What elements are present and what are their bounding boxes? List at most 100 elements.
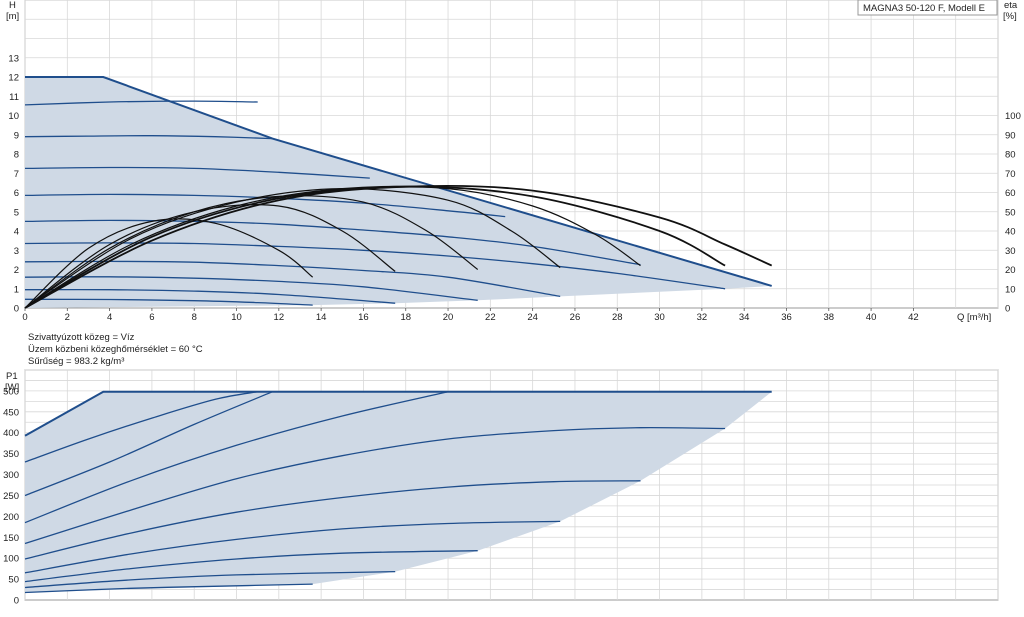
pump-curve <box>24 219 641 266</box>
power-tick-label: 250 <box>3 491 19 502</box>
x-tick-label: 12 <box>274 312 285 323</box>
power-curve <box>24 391 258 463</box>
x-tick-label: 16 <box>358 312 369 323</box>
pump-curve <box>24 135 273 140</box>
power-curve <box>24 583 313 594</box>
y-tick-label: 12 <box>8 73 19 84</box>
x-tick-label: 34 <box>739 312 750 323</box>
pump-curve <box>24 166 370 179</box>
power-tick-label: 150 <box>3 533 19 544</box>
eta-tick-label: 20 <box>1005 265 1016 276</box>
x-tick-label: 42 <box>908 312 919 323</box>
x-tick-label: 20 <box>443 312 454 323</box>
x-tick-label: 10 <box>231 312 242 323</box>
y-tick-label: 2 <box>14 265 19 276</box>
x-tick-label: 38 <box>823 312 834 323</box>
head-chart: 0 2 4 6 8 10 12 14 16 18 20 22 24 26 28 30 32 34 36 38 40 42 … <box>6 0 1021 323</box>
x-tick-label: 22 <box>485 312 496 323</box>
y-tick-label: 3 <box>14 246 19 257</box>
medium-temperature: Üzem közbeni közeghőmérséklet = 60 °C <box>28 344 203 355</box>
eta-tick-label: 80 <box>1005 150 1016 161</box>
power-curve <box>24 391 449 524</box>
y-tick-label: 11 <box>9 92 19 103</box>
eta-tick-label: 30 <box>1005 246 1016 257</box>
x-tick-label: 32 <box>697 312 708 323</box>
x-tick-label: 4 <box>107 312 112 323</box>
eta-tick-label: 100 <box>1005 111 1021 122</box>
y-tick-label: 9 <box>14 130 19 141</box>
x-tick-label: 18 <box>400 312 411 323</box>
head-chart-series <box>24 76 773 309</box>
x-tick-label: 36 <box>781 312 792 323</box>
power-tick-label: 100 <box>3 554 19 565</box>
medium-density: Sűrűség = 983.2 kg/m³ <box>28 356 124 367</box>
operating-envelope <box>25 77 772 308</box>
eta-tick-label: 40 <box>1005 227 1016 238</box>
power-tick-label: 200 <box>3 512 19 523</box>
head-chart-envelope <box>25 77 772 308</box>
model-name: MAGNA3 50-120 F, Modell E <box>863 3 985 14</box>
power-curve <box>24 550 478 583</box>
eta-tick-label: 10 <box>1005 284 1016 295</box>
y-tick-label: 6 <box>14 188 19 199</box>
power-tick-label: 400 <box>3 428 19 439</box>
power-chart-series <box>24 390 772 594</box>
pump-curve <box>24 100 258 106</box>
y-tick-label: 8 <box>14 150 19 161</box>
efficiency-curve <box>24 184 773 309</box>
x-tick-label: 26 <box>570 312 581 323</box>
x-tick-label: 24 <box>527 312 538 323</box>
power-tick-label: 50 <box>8 575 19 586</box>
power-curve <box>24 426 726 545</box>
power-curve <box>24 480 641 560</box>
x-tick-label: 2 <box>65 312 70 323</box>
medium-conditions: Szivattyúzott közeg = Víz Üzem közbeni k… <box>28 332 203 367</box>
eta-tick-label: 0 <box>1005 304 1010 315</box>
pump-curve <box>24 298 313 306</box>
efficiency-curve <box>24 187 561 309</box>
x-tick-label: 6 <box>149 312 154 323</box>
efficiency-curve <box>24 204 396 309</box>
power-axis-label: P1 <box>6 371 18 382</box>
x-tick-label: 0 <box>22 312 27 323</box>
eta-tick-label: 70 <box>1005 169 1016 180</box>
efficiency-curve <box>24 195 479 309</box>
y-tick-label: 13 <box>8 53 19 64</box>
power-axis-unit: [W] <box>5 382 19 393</box>
eta-tick-label: 90 <box>1005 130 1016 141</box>
pump-curve <box>24 276 478 301</box>
power-tick-label: 350 <box>3 449 19 460</box>
model-box <box>857 0 998 16</box>
flow-axis-label: Q [m³/h] <box>957 312 991 323</box>
x-tick-label: 40 <box>866 312 877 323</box>
y-tick-label: 4 <box>14 227 19 238</box>
power-chart: 0 50 100 150 200 250 300 350 400 450 500 P1 [W] <box>3 369 999 607</box>
power-curve <box>24 391 273 497</box>
power-tick-label: 450 <box>3 407 19 418</box>
eta-axis-unit: [%] <box>1003 11 1017 22</box>
head-chart-x-ticks: 0 2 4 6 8 10 12 14 16 18 20 22 24 26 28 30 32 34 36 38 40 42 <box>22 308 919 323</box>
power-tick-label: 300 <box>3 470 19 481</box>
power-curve <box>24 570 396 589</box>
power-curve <box>24 520 561 574</box>
pump-curve <box>25 76 772 287</box>
power-chart-y-ticks: 0 50 100 150 200 250 300 350 400 450 500 <box>3 386 19 606</box>
y-tick-label: 0 <box>14 304 19 315</box>
power-tick-label: 500 <box>3 386 19 397</box>
power-curve <box>24 390 772 437</box>
medium-type: Szivattyúzott közeg = Víz <box>28 332 135 343</box>
x-tick-label: 28 <box>612 312 623 323</box>
x-tick-label: 30 <box>654 312 665 323</box>
y-tick-label: 10 <box>8 111 19 122</box>
x-tick-label: 8 <box>192 312 197 323</box>
eta-axis-label: eta <box>1004 0 1018 11</box>
head-axis-label: H <box>9 0 16 11</box>
eta-tick-label: 60 <box>1005 188 1016 199</box>
y-tick-label: 7 <box>14 169 19 180</box>
x-tick-label: 14 <box>316 312 327 323</box>
y-tick-label: 5 <box>14 207 19 218</box>
head-chart-eta-ticks: 0 10 20 30 40 50 60 70 80 90 100 <box>1005 111 1021 315</box>
pump-curve <box>24 242 726 290</box>
